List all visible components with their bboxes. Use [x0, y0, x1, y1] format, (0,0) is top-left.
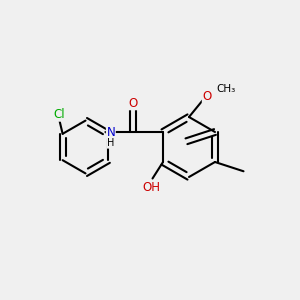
Text: CH₃: CH₃ [216, 83, 235, 94]
Text: OH: OH [142, 181, 160, 194]
Text: Cl: Cl [54, 108, 65, 121]
Text: O: O [202, 90, 211, 104]
Text: N: N [106, 125, 115, 139]
Text: H: H [107, 138, 115, 148]
Text: O: O [128, 97, 138, 110]
